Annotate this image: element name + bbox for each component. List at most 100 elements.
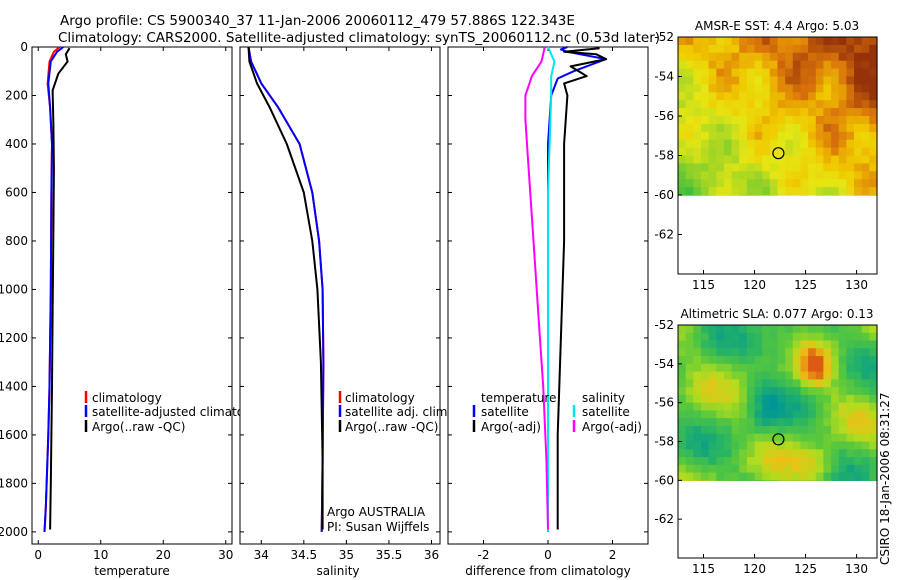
sst-field-cell [739,37,748,46]
sst-field-cell [815,155,825,164]
sla-field-cell [792,394,802,404]
sla-field-cell [831,332,840,342]
sst-field-cell [762,68,771,78]
sst-field-cell [823,92,832,101]
sla-field-cell [754,472,763,481]
sst-field-cell [869,171,878,180]
sla-field-cell [716,410,725,419]
sla-field-cell [685,449,694,458]
sst-field-cell [831,179,840,188]
sst-field-cell [693,171,702,180]
sst-field-cell [731,139,740,149]
sla-field-cell [785,394,794,404]
sst-field-cell [754,100,763,109]
sst-field-cell [701,37,710,46]
sst-field-cell [815,84,825,93]
sla-field-cell [815,418,825,427]
sla-map-title: Altimetric SLA: 0.077 Argo: 0.13 [680,307,873,321]
sst-field-cell [846,123,855,133]
sst-field-cell [869,139,878,149]
sla-field-cell [854,371,863,380]
sst-field-cell [815,92,825,101]
sla-field-cell [701,379,710,388]
sla-field-cell [861,457,870,466]
sst-field-cell [846,195,855,196]
sla-field-cell [861,410,870,419]
temperature-axes-frame [31,46,233,545]
sla-field-cell [769,356,779,365]
sst-field-cell [792,84,802,93]
sla-field-cell [831,348,840,357]
sst-field-cell [731,92,740,101]
sla-field-cell [731,418,740,427]
sst-field-cell [685,163,694,172]
sst-field-cell [685,68,694,78]
sla-field-cell [846,449,855,458]
sla-field-cell [838,348,847,357]
sla-field-cell [716,464,725,474]
sla-field-cell [678,363,687,373]
sla-field-cell [831,356,840,365]
sst-field-cell [716,44,725,54]
sst-field-cell [678,139,687,149]
x-tick-label: 120 [743,562,766,576]
sst-field-cell [731,52,740,62]
sst-field-cell [701,131,710,141]
sst-field-cell [808,76,817,85]
sla-field-cell [723,371,733,380]
sla-field-cell [754,418,763,427]
sla-field-cell [754,441,763,450]
sst-field-cell [762,131,771,141]
sla-field-cell [731,356,740,365]
sla-field-cell [716,394,725,404]
sst-field-cell [731,37,740,46]
sst-field-cell [723,123,733,133]
sla-field-cell [854,441,863,450]
sla-field-cell [693,348,702,357]
sst-field-cell [693,187,702,196]
sst-field-cell [808,84,817,93]
sla-field-cell [831,464,840,474]
sla-field-cell [861,426,870,435]
sst-field-cell [716,68,725,78]
sst-field-cell [708,68,717,78]
sst-field-cell [792,108,802,117]
sst-field-cell [869,68,878,78]
sst-field-cell [731,187,740,196]
sst-field-cell [861,187,870,196]
sla-field-cell [678,418,687,427]
sst-field-cell [731,76,740,85]
sst-field-cell [831,123,840,133]
sst-field-cell [723,100,733,109]
sla-field-cell [723,410,733,419]
sla-field-cell [869,363,878,373]
sla-field-cell [823,418,832,427]
sla-field-cell [846,472,855,481]
sst-field-cell [823,155,832,164]
sla-field-cell [739,387,748,396]
sla-field-cell [754,433,763,443]
x-tick-label: 125 [794,562,817,576]
sla-field-cell [716,340,725,349]
sla-field-cell [869,433,878,443]
sst-field-cell [739,131,748,141]
sst-field-cell [792,155,802,164]
sst-field-cell [815,60,825,70]
sla-field-cell [808,480,817,481]
sst-field-cell [769,139,779,149]
sla-field-cell [754,464,763,474]
sst-field-cell [716,131,725,141]
y-tick-label: 1000 [0,282,28,296]
sst-field-cell [731,195,740,196]
sst-field-cell [731,84,740,93]
sla-field-cell [731,457,740,466]
sst-field-cell [815,76,825,85]
series-line-diff-temperature-argo-adj- [556,47,608,530]
sla-field-cell [678,332,687,342]
sla-field-cell [701,348,710,357]
sst-field-cell [831,68,840,78]
sla-field-cell [716,371,725,380]
sst-field-cell [800,123,809,133]
sst-field-cell [754,187,763,196]
sla-field-cell [723,464,733,474]
